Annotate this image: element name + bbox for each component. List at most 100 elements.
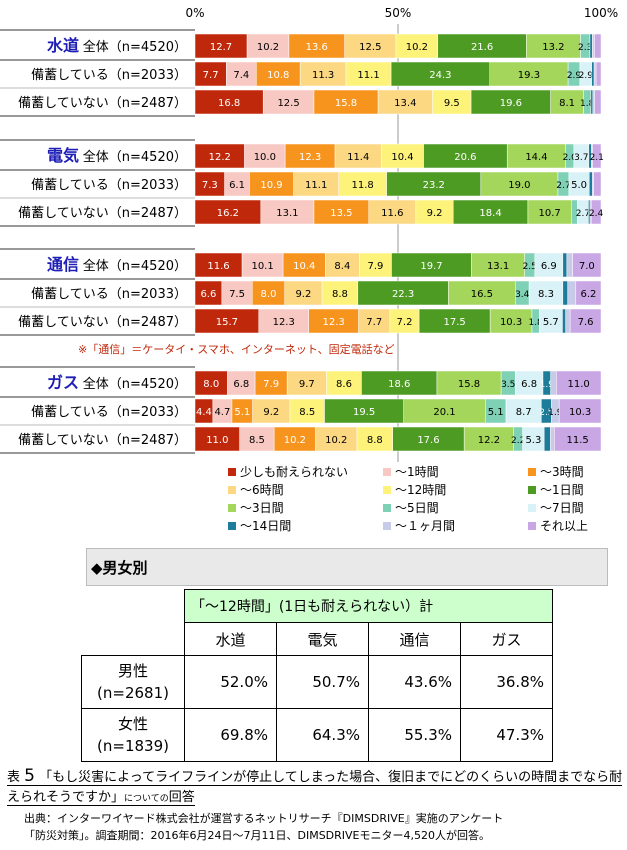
legend-swatch <box>228 468 236 476</box>
data-label: 7.7 <box>366 317 382 328</box>
data-label: 8.3 <box>538 289 554 300</box>
bar-segment <box>344 33 397 59</box>
data-label: 6.6 <box>200 289 216 300</box>
data-label: 7.4 <box>233 70 249 81</box>
data-label: 13.1 <box>487 261 509 272</box>
row-header-male: 男性 (n=2681) <box>81 655 185 709</box>
bar-segment <box>315 426 358 452</box>
gender-section-title: ◆男女別 <box>86 548 608 586</box>
data-label: 10.7 <box>539 208 561 219</box>
row-label: 女性 <box>117 715 148 733</box>
data-label: 11.8 <box>352 180 374 191</box>
table-cell: 69.8% <box>184 708 277 762</box>
bar-segment <box>334 143 382 169</box>
bar-segment <box>470 89 551 115</box>
data-label: 6.8 <box>521 379 537 390</box>
data-label: 5.3 <box>525 435 541 446</box>
data-label: 2.7 <box>556 181 570 191</box>
data-label: 3.7 <box>574 153 588 163</box>
bar-segment <box>221 280 253 306</box>
bar-segment <box>593 171 602 197</box>
legend-swatch <box>383 522 391 530</box>
bar-segment <box>258 308 309 334</box>
data-label: 19.0 <box>508 180 530 191</box>
gender-table: 「～12時間」(1日も耐えられない）計 水道 電気 通信 ガス 男性 (n=26… <box>81 589 553 762</box>
bar-segment <box>550 370 557 396</box>
legend-swatch <box>528 522 536 530</box>
data-label: 1.9 <box>540 380 555 390</box>
bar-segment <box>595 61 602 87</box>
table-cell: 64.3% <box>276 708 369 762</box>
bar-segment <box>381 143 424 169</box>
row-label: 備蓄している（n=2033） <box>31 286 187 302</box>
data-label: 8.5 <box>249 435 265 446</box>
data-label: 2.5 <box>539 408 553 418</box>
bar-segment <box>293 171 339 197</box>
bar-segment <box>534 252 564 278</box>
bar-segment <box>569 308 602 334</box>
bar-segment <box>575 280 602 306</box>
data-label: 11.5 <box>567 435 589 446</box>
bar-segment <box>392 426 465 452</box>
data-label: 16.5 <box>471 289 493 300</box>
legend-label: ～3日間 <box>240 501 284 515</box>
table-row-female: 女性 (n=1839) 69.8% 64.3% 55.3% 47.3% <box>81 708 553 762</box>
data-label: 11.3 <box>312 70 334 81</box>
stacked-bar-chart: 0% 50% 100% 水道 全体（n=4520） 12.7 10.2 13.6 12.5 10.… <box>0 6 618 533</box>
data-label: 12.3 <box>273 317 295 328</box>
bar-segment <box>591 199 602 225</box>
row-label: 備蓄している（n=2033） <box>31 67 187 83</box>
legend-label: ～12時間 <box>395 483 446 497</box>
data-label: 11.4 <box>347 152 369 163</box>
data-label: 7.0 <box>579 261 595 272</box>
bar-segment <box>594 33 602 59</box>
legend-label: ～3時間 <box>540 465 584 479</box>
data-label: 4.4 <box>196 407 212 418</box>
data-label: 1.8 <box>580 99 595 109</box>
bar-segment <box>368 199 417 225</box>
bar-segment <box>251 280 285 306</box>
data-label: 6.9 <box>541 261 557 272</box>
data-label: 2.9 <box>579 71 594 81</box>
legend-label: ～1時間 <box>395 465 439 479</box>
data-label: 6.8 <box>233 379 249 390</box>
data-label: 2.7 <box>576 209 590 219</box>
bar-segment <box>480 171 559 197</box>
data-label: 13.4 <box>394 98 416 109</box>
bar-segment <box>515 370 544 396</box>
legend-label: ～5日間 <box>395 501 439 515</box>
data-label: 9.5 <box>444 98 460 109</box>
data-label: 10.2 <box>257 42 279 53</box>
group-name: 電気 <box>47 146 79 165</box>
source-line-1: 出典：インターワイヤード株式会社が運営するネットリサーチ『DIMSDRIVE』実… <box>24 812 504 825</box>
bar-segment <box>288 33 345 59</box>
bar-segment <box>226 61 257 87</box>
row-label: 備蓄していない（n=2487） <box>18 205 187 221</box>
row-label: 全体（n=4520） <box>83 258 187 274</box>
table-cell: 50.7% <box>276 655 369 709</box>
bar-segment <box>526 33 581 59</box>
bar-segment <box>325 252 360 278</box>
row-label: 備蓄していない（n=2487） <box>18 95 187 111</box>
data-label: 10.9 <box>260 180 282 191</box>
data-label: 13.6 <box>306 42 328 53</box>
data-label: 8.8 <box>367 435 383 446</box>
data-label: 12.2 <box>478 435 500 446</box>
bar-segment <box>562 252 568 278</box>
bar-segment <box>566 252 573 278</box>
bar-segment <box>556 370 602 396</box>
legend-swatch <box>528 486 536 494</box>
caption-question: 「もし災害によってライフラインが停止してしまった場合、復旧までにどのくらいの時間… <box>7 770 623 805</box>
bar-segment <box>262 89 315 115</box>
data-label: 10.8 <box>267 70 289 81</box>
data-label: 13.5 <box>330 208 352 219</box>
data-label: 8.1 <box>559 98 575 109</box>
legend-swatch <box>228 486 236 494</box>
data-label: 16.2 <box>217 208 239 219</box>
bar-segment <box>390 61 491 87</box>
data-label: 19.5 <box>353 407 375 418</box>
data-label: 9.2 <box>263 407 279 418</box>
bar-segment <box>389 308 420 334</box>
bar-segment <box>249 171 294 197</box>
data-label: 11.0 <box>568 379 590 390</box>
